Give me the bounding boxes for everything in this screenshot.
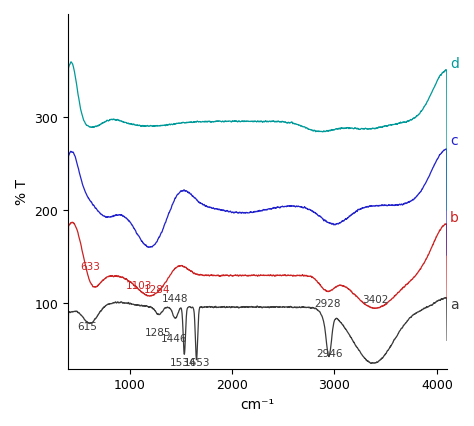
- Text: 1285: 1285: [145, 327, 172, 337]
- Text: 1284: 1284: [144, 285, 171, 294]
- Text: 615: 615: [78, 321, 98, 331]
- X-axis label: cm⁻¹: cm⁻¹: [241, 397, 275, 411]
- Text: 1103: 1103: [126, 281, 152, 291]
- Text: 3402: 3402: [363, 294, 389, 304]
- Text: d: d: [450, 56, 459, 70]
- Y-axis label: % T: % T: [15, 179, 29, 205]
- Text: 1448: 1448: [162, 293, 189, 303]
- Text: 2946: 2946: [316, 348, 343, 358]
- Text: b: b: [450, 210, 459, 224]
- Text: 1534: 1534: [170, 357, 196, 367]
- Text: 2928: 2928: [314, 299, 340, 308]
- Text: c: c: [450, 134, 458, 148]
- Text: 1446: 1446: [161, 333, 187, 343]
- Text: 1653: 1653: [184, 357, 210, 367]
- Text: a: a: [450, 298, 459, 311]
- Text: 633: 633: [80, 261, 100, 271]
